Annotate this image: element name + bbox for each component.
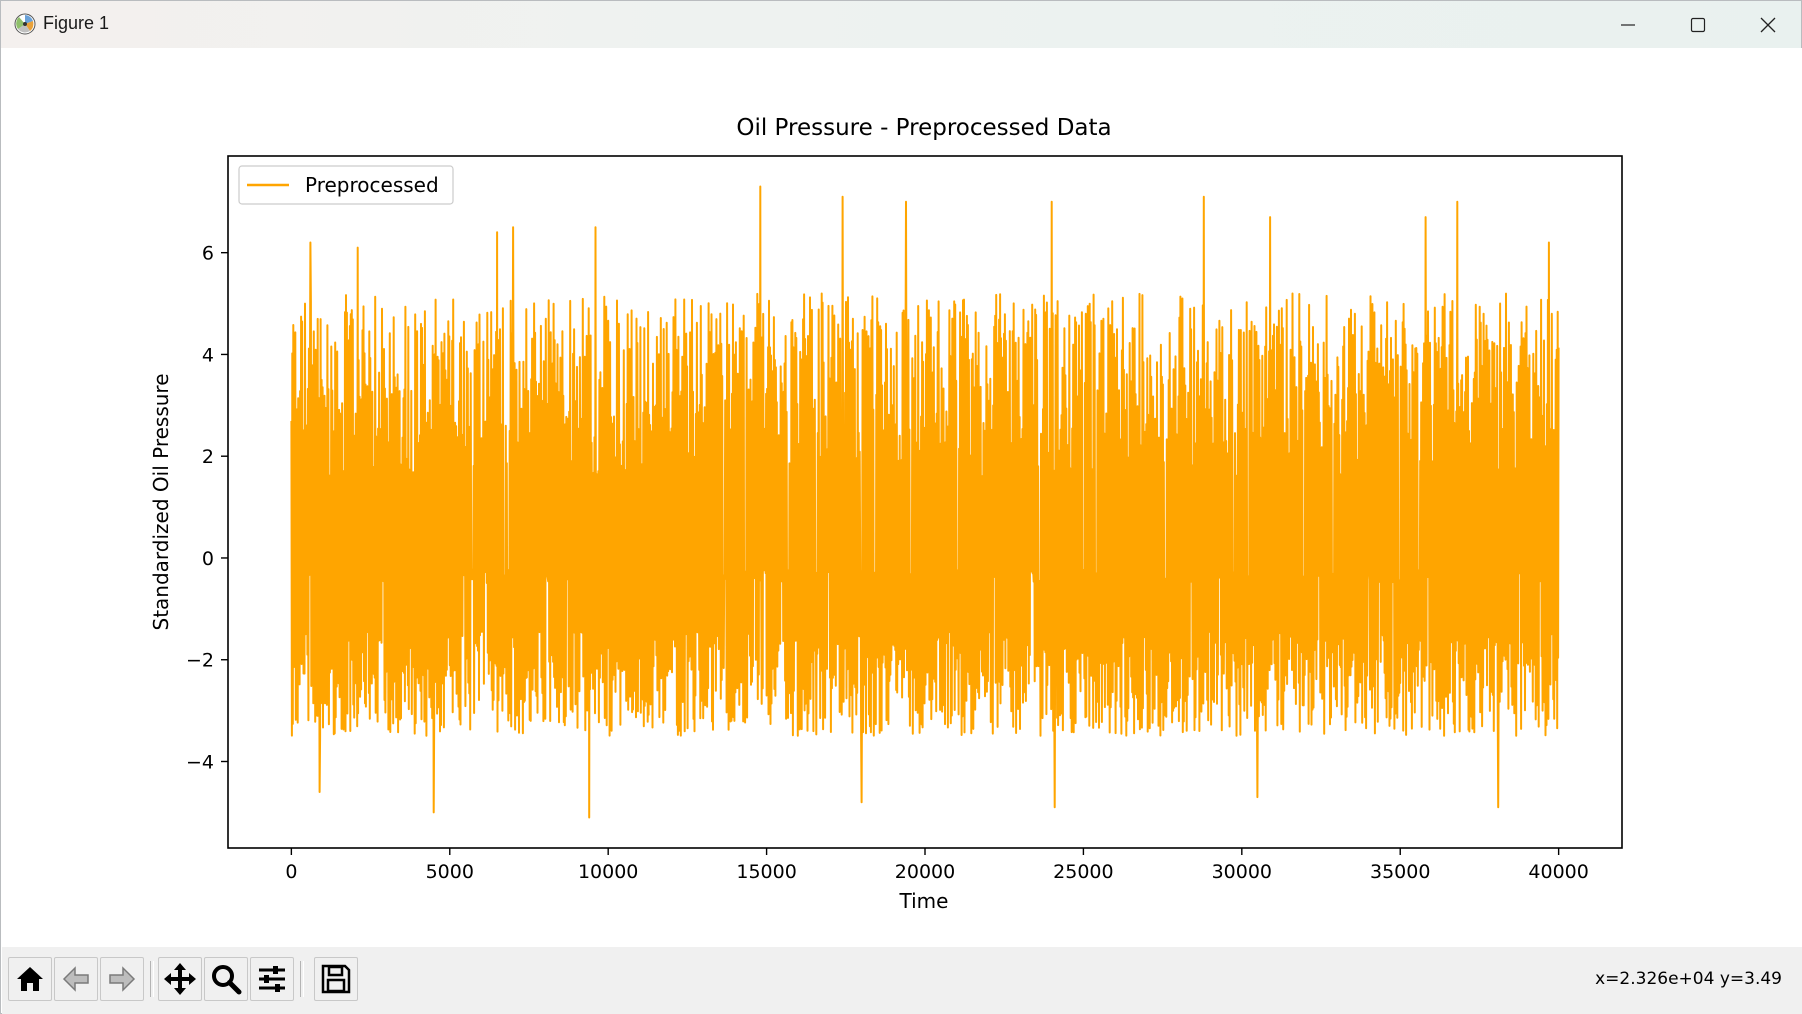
x-tick-label: 35000 — [1370, 861, 1430, 883]
y-tick-label: −4 — [186, 752, 214, 774]
maximize-button[interactable] — [1663, 1, 1733, 48]
navigation-toolbar: x=2.326e+04 y=3.49 — [2, 947, 1802, 1014]
y-axis-label: Standardized Oil Pressure — [149, 373, 173, 630]
figure-canvas[interactable]: Oil Pressure - Preprocessed Data 0 5000 10… — [2, 48, 1802, 947]
y-tick-label: 6 — [202, 243, 214, 265]
toolbar-separator — [150, 961, 154, 997]
magnifier-icon — [212, 965, 242, 995]
x-tick-label: 5000 — [426, 861, 474, 883]
pan-button[interactable] — [158, 957, 202, 1001]
legend-box — [238, 165, 454, 205]
chart-title: Oil Pressure - Preprocessed Data — [736, 115, 1111, 141]
back-button[interactable] — [54, 957, 98, 1001]
y-tick-label: 0 — [202, 548, 214, 570]
home-icon — [17, 967, 43, 991]
series-line-preprocessed — [290, 185, 1560, 819]
legend-label: Preprocessed — [305, 173, 439, 197]
move-icon — [164, 963, 196, 995]
x-axis: 0 5000 10000 15000 20000 25000 30000 35000 40000 — [285, 848, 1589, 883]
zoom-button[interactable] — [204, 957, 248, 1001]
y-axis: −4 −2 0 2 4 6 — [186, 243, 228, 774]
x-tick-label: 30000 — [1212, 861, 1272, 883]
minimize-button[interactable] — [1593, 1, 1663, 48]
arrow-right-icon — [109, 966, 136, 992]
x-tick-label: 15000 — [736, 861, 796, 883]
x-axis-label: Time — [899, 889, 949, 913]
toolbar-separator — [300, 961, 304, 997]
legend: Preprocessed — [238, 165, 454, 205]
y-tick-label: −2 — [186, 650, 214, 672]
matplotlib-logo-icon — [14, 13, 36, 35]
x-tick-label: 10000 — [578, 861, 638, 883]
title-bar[interactable]: Figure 1 — [1, 1, 1801, 48]
home-button[interactable] — [8, 957, 52, 1001]
cursor-coordinates: x=2.326e+04 y=3.49 — [1595, 969, 1782, 989]
window-title: Figure 1 — [43, 13, 110, 33]
x-tick-label: 25000 — [1053, 861, 1113, 883]
maximize-icon — [1690, 17, 1706, 32]
forward-button[interactable] — [100, 957, 144, 1001]
plot-area — [290, 185, 1560, 819]
save-button[interactable] — [314, 957, 358, 1001]
line-chart[interactable]: Oil Pressure - Preprocessed Data 0 5000 10… — [2, 48, 1802, 947]
x-tick-label: 40000 — [1528, 861, 1588, 883]
configure-subplots-button[interactable] — [250, 957, 294, 1001]
x-tick-label: 0 — [285, 861, 297, 883]
x-tick-label: 20000 — [895, 861, 955, 883]
close-icon — [1760, 17, 1776, 32]
floppy-disk-icon — [321, 964, 351, 994]
close-button[interactable] — [1733, 1, 1802, 48]
y-tick-label: 2 — [202, 446, 214, 468]
minimize-icon — [1621, 23, 1635, 26]
sliders-icon — [259, 966, 285, 992]
arrow-left-icon — [62, 966, 89, 992]
y-tick-label: 4 — [202, 344, 214, 366]
